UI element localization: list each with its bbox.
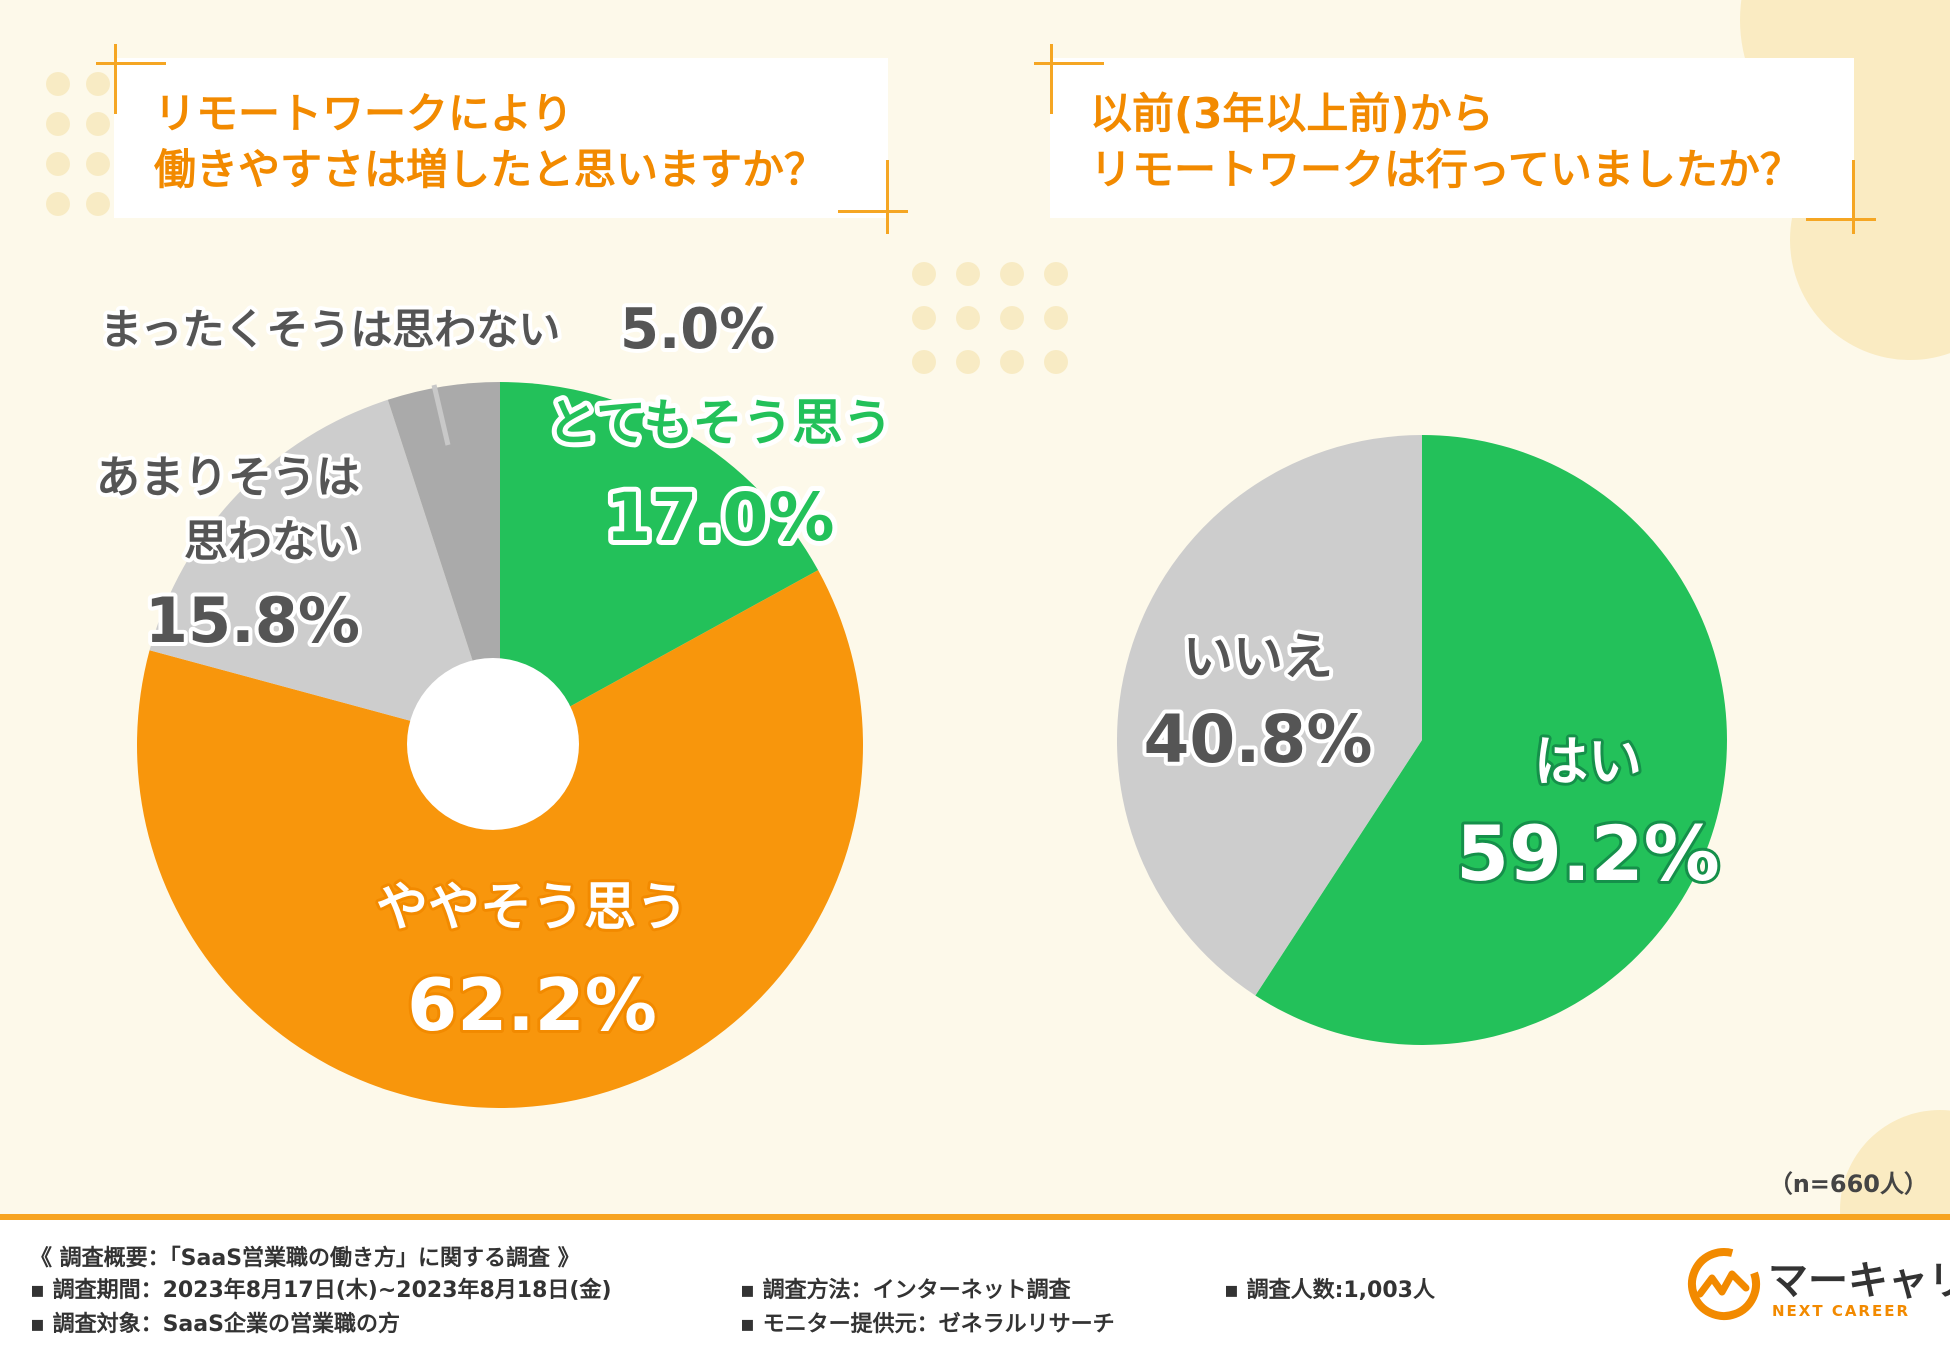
right-title-bracket-left [1050, 44, 1053, 114]
logo-subtitle: NEXT CAREER [1772, 1302, 1911, 1320]
survey-method: ▪ 調査方法：インターネット調査 [740, 1278, 1071, 1303]
label-not-really-agree-line-1: あまりそうは [96, 452, 360, 503]
value-not-at-all-agree: 5.0% [620, 297, 775, 362]
left-chart-slice-0 [500, 382, 819, 745]
survey-footer: 《 調査概要：「SaaS営業職の働き方」に関する調査 》 ▪ 調査期間：2023… [0, 1214, 1950, 1350]
decorative-dots-left [46, 72, 110, 216]
survey-period: ▪ 調査期間：2023年8月17日(木)~2023年8月18日(金) [30, 1278, 612, 1303]
left-title-bracket-left [114, 44, 117, 114]
value-yes: 59.2% [1456, 809, 1720, 898]
label-yes: はい [1534, 730, 1642, 793]
right-title-line-1: 以前(3年以上前)から [1090, 89, 1494, 138]
label-somewhat-agree: ややそう思う [376, 878, 688, 938]
left-chart-slices [137, 382, 864, 1108]
decorative-dots-center [912, 262, 1068, 374]
value-very-much-agree: 17.0% [606, 479, 835, 556]
label-not-really-agree-line-2: 思わない [184, 516, 360, 567]
respondent-count: ▪ 調査人数:1,003人 [1224, 1278, 1435, 1303]
right-title-bracket-top [1034, 62, 1104, 65]
monitor-provider: ▪ モニター提供元：ゼネラルリサーチ [740, 1312, 1115, 1337]
right-title-bracket-bottom [1806, 218, 1876, 221]
left-title-bracket-bottom [838, 210, 908, 213]
value-not-really-agree: 15.8% [145, 584, 360, 657]
survey-target: ▪ 調査対象：SaaS企業の営業職の方 [30, 1312, 400, 1337]
left-chart-title: リモートワークにより 働きやすさは増したと思いますか？ [114, 58, 888, 218]
left-title-line-2: 働きやすさは増したと思いますか？ [154, 145, 827, 194]
brand-logo: マーキャリ NEXT CAREER [1684, 1244, 1950, 1334]
sample-size-note: （n=660人） [1768, 1170, 1928, 1198]
label-very-much-agree: とてもそう思う [548, 394, 893, 452]
survey-overview: 《 調査概要：「SaaS営業職の働き方」に関する調査 》 [30, 1246, 580, 1271]
logo-name: マーキャリ [1768, 1258, 1950, 1304]
right-title-bracket-right [1852, 160, 1855, 234]
right-title-line-2: リモートワークは行っていましたか？ [1090, 145, 1802, 194]
left-title-line-1: リモートワークにより [154, 89, 574, 138]
right-chart-title: 以前(3年以上前)から リモートワークは行っていましたか？ [1050, 58, 1854, 218]
right-chart-slice-1 [1116, 434, 1422, 996]
left-chart-center-hole [407, 658, 579, 830]
label-not-at-all-agree: まったくそうは思わない [100, 305, 560, 354]
left-title-bracket-top [96, 62, 166, 65]
value-somewhat-agree: 62.2% [407, 963, 657, 1047]
right-chart-slices [1116, 434, 1727, 1045]
left-chart-leader-line [431, 384, 451, 446]
label-no: いいえ [1183, 628, 1333, 686]
logo-mark-icon [1688, 1248, 1760, 1320]
left-chart-slice-2 [149, 399, 500, 745]
value-no: 40.8% [1144, 701, 1373, 778]
left-title-bracket-right [886, 160, 889, 234]
right-chart-slice-0 [1255, 435, 1727, 1045]
left-chart-slice-3 [387, 382, 500, 745]
left-chart-slice-1 [137, 570, 864, 1108]
